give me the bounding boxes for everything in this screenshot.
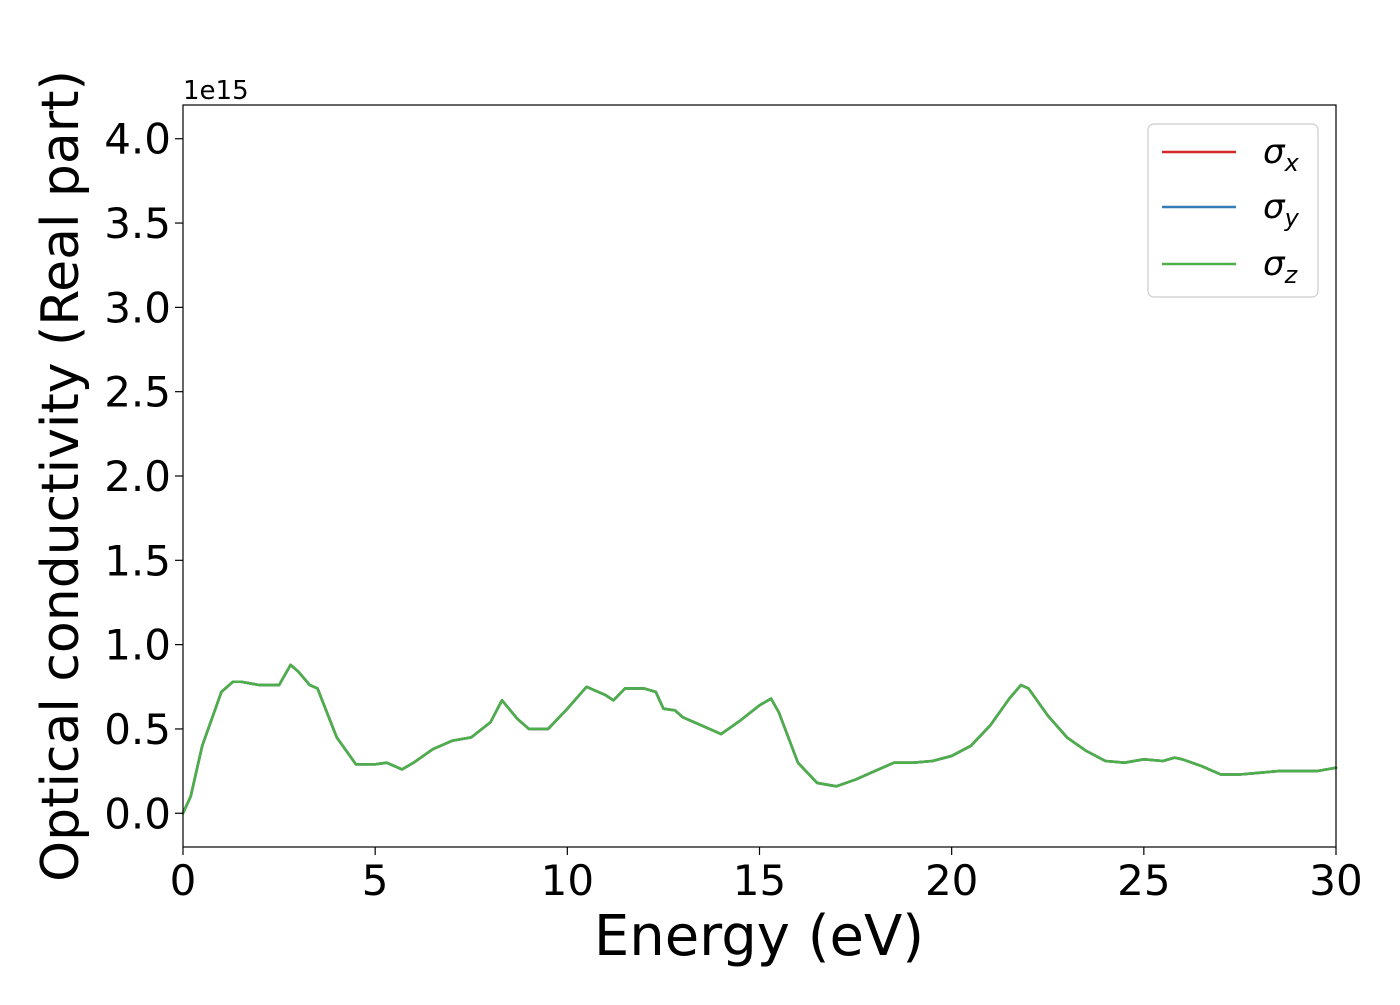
series-layer bbox=[181, 663, 1338, 815]
legend-label-2: σz bbox=[1263, 244, 1299, 289]
legend-box bbox=[1147, 123, 1319, 298]
y-axis-ticks: 0.0 0.5 1.0 1.5 2.0 2.5 3.0 3.5 4.0 bbox=[104, 115, 183, 838]
y-tick-label: 3.5 bbox=[104, 199, 171, 248]
legend-label-subscript: x bbox=[1284, 149, 1300, 177]
y-tick-label: 3.0 bbox=[104, 283, 171, 332]
y-offset-label: 1e15 bbox=[183, 76, 249, 106]
x-tick-label: 25 bbox=[1117, 856, 1170, 905]
x-tick-label: 0 bbox=[170, 856, 197, 905]
y-tick-label: 4.0 bbox=[104, 115, 171, 164]
y-tick-label: 1.0 bbox=[104, 621, 171, 670]
y-tick-label: 0.5 bbox=[104, 705, 171, 754]
y-tick-label: 2.5 bbox=[104, 368, 171, 417]
legend-label-symbol: σ bbox=[1263, 132, 1286, 172]
x-tick-label: 15 bbox=[733, 856, 786, 905]
legend-label-subscript: z bbox=[1284, 261, 1299, 289]
legend-label-0: σx bbox=[1263, 132, 1300, 177]
x-tick-label: 20 bbox=[925, 856, 978, 905]
y-tick-label: 0.0 bbox=[104, 789, 171, 838]
series-line-2 bbox=[181, 663, 1338, 815]
x-axis-label: Energy (eV) bbox=[594, 904, 924, 969]
y-tick-label: 1.5 bbox=[104, 536, 171, 585]
y-tick-label: 2.0 bbox=[104, 452, 171, 501]
x-tick-label: 5 bbox=[362, 856, 389, 905]
legend-label-symbol: σ bbox=[1263, 187, 1286, 227]
y-axis-label: Optical conductivity (Real part) bbox=[31, 70, 91, 882]
x-tick-label: 10 bbox=[541, 856, 594, 905]
x-axis-ticks: 0 5 10 15 20 25 30 bbox=[170, 847, 1363, 905]
legend-label-subscript: y bbox=[1284, 204, 1300, 232]
x-tick-label: 30 bbox=[1309, 856, 1362, 905]
legend-label-symbol: σ bbox=[1263, 244, 1286, 284]
legend-label-1: σy bbox=[1263, 187, 1300, 232]
